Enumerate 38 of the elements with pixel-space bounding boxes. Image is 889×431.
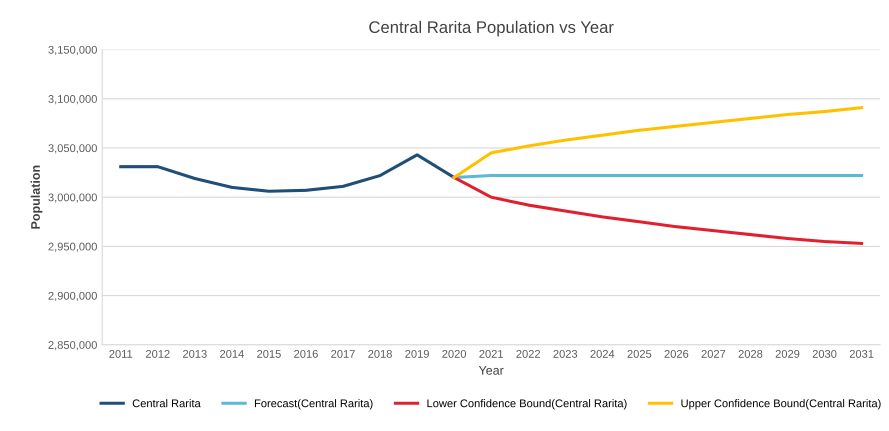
x-tick-label: 2023: [553, 350, 578, 358]
x-tick-label: 2024: [590, 350, 614, 358]
x-tick-label: 2015: [257, 350, 281, 358]
line-series: [452, 106, 864, 180]
legend-label: Central Rarita: [132, 399, 201, 408]
line-series: [452, 176, 864, 245]
y-tick-label: 3,150,000: [48, 46, 97, 56]
legend-label: Upper Confidence Bound(Central Rarita): [681, 399, 881, 410]
y-tick-label: 2,850,000: [48, 341, 97, 350]
x-tick-label: 2020: [442, 350, 466, 358]
line-series: [119, 153, 456, 193]
x-tick-label: 2014: [220, 350, 244, 358]
x-tick-label: 2027: [702, 350, 726, 358]
legend-label: Forecast(Central Rarita): [254, 399, 373, 410]
x-tick-label: 2019: [405, 350, 429, 358]
x-tick-label: 2011: [109, 350, 132, 358]
chart-title: Central Rarita Population vs Year: [369, 20, 614, 36]
x-tick-label: 2028: [738, 350, 762, 358]
y-tick-label: 2,950,000: [48, 242, 97, 252]
x-tick-label: 2021: [479, 350, 503, 358]
x-tick-label: 2025: [628, 350, 652, 358]
x-tick-label: 2022: [516, 350, 540, 358]
x-tick-label: 2026: [664, 350, 688, 358]
x-axis-title: Year: [478, 366, 504, 375]
x-tick-label: 2013: [183, 350, 207, 358]
x-tick-label: 2031: [850, 350, 874, 358]
x-tick-label: 2016: [294, 350, 318, 358]
y-tick-label: 2,900,000: [48, 292, 97, 302]
y-axis-title: Population: [30, 166, 42, 229]
x-tick-label: 2018: [368, 350, 392, 358]
y-tick-label: 3,100,000: [48, 95, 97, 104]
x-tick-label: 2017: [331, 350, 355, 358]
x-tick-label: 2012: [146, 350, 170, 358]
y-tick-label: 3,000,000: [48, 193, 97, 203]
y-tick-label: 3,050,000: [48, 144, 97, 154]
x-tick-label: 2029: [776, 350, 800, 358]
legend-label: Lower Confidence Bound(Central Rarita): [427, 399, 627, 410]
x-tick-label: 2030: [812, 350, 836, 358]
